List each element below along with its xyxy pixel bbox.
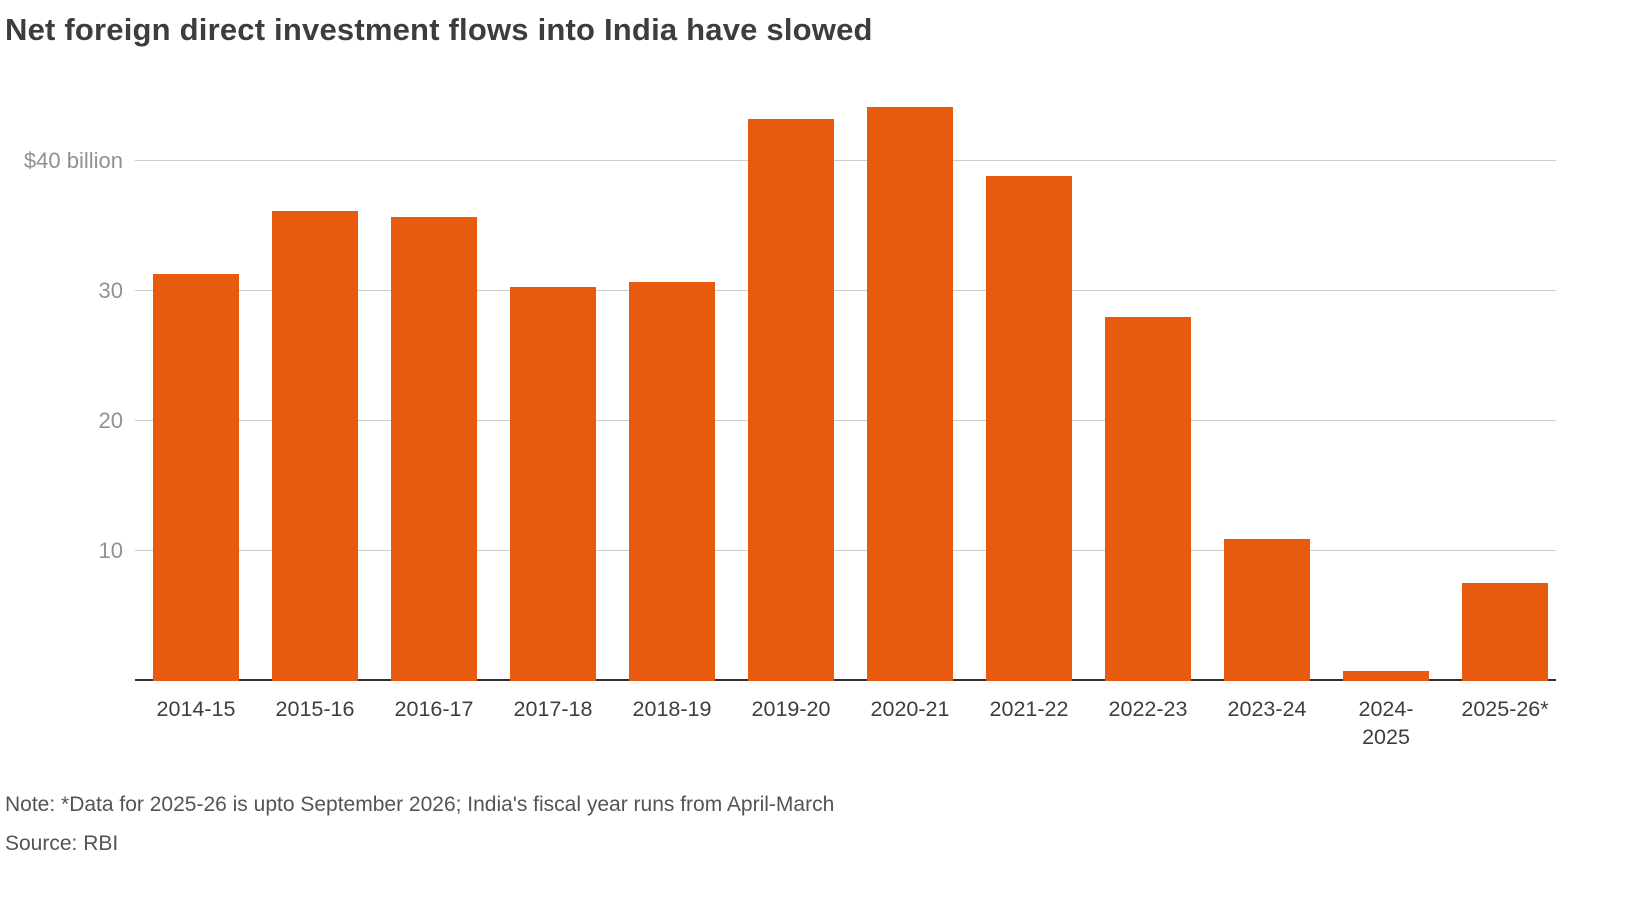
- bar-group: 2014-15: [153, 76, 239, 721]
- x-axis-label: 2020-21: [870, 697, 950, 721]
- footnote: Note: *Data for 2025-26 is upto Septembe…: [5, 793, 835, 816]
- bar: [1343, 670, 1429, 681]
- bar-group: 2022-23: [1105, 76, 1191, 721]
- bar: [986, 176, 1072, 681]
- y-axis-tick-label: 10: [98, 537, 123, 563]
- x-axis-label: 2022-23: [1108, 697, 1188, 721]
- bar: [272, 211, 358, 681]
- gridline: [135, 289, 1556, 291]
- bar-group: 2019-20: [748, 76, 834, 721]
- x-axis-label: 2024- 2025: [1358, 697, 1414, 749]
- bar: [867, 107, 953, 681]
- bar: [1462, 583, 1548, 681]
- bar: [1105, 316, 1191, 681]
- plot-area: 10 20 30 $40 billion 2014-15 2015-16 2016-17 20…: [5, 76, 1556, 749]
- bar: [391, 216, 477, 681]
- bar-group: 2024- 2025: [1343, 76, 1429, 749]
- y-axis-tick-label: 20: [98, 407, 123, 433]
- gridline: [135, 419, 1556, 421]
- bar-group: 2021-22: [986, 76, 1072, 721]
- x-axis-line: [135, 679, 1556, 681]
- x-axis-label: 2017-18: [513, 697, 593, 721]
- bar-group: 2023-24: [1224, 76, 1310, 721]
- bar-group: 2016-17: [391, 76, 477, 721]
- bar: [510, 286, 596, 681]
- bar: [629, 281, 715, 681]
- bar-group: 2015-16: [272, 76, 358, 721]
- bar-group: 2020-21: [867, 76, 953, 721]
- bars-container: 2014-15 2015-16 2016-17 2017-18 2018-19 2019-…: [153, 76, 1549, 749]
- x-axis-label: 2015-16: [275, 697, 355, 721]
- bar: [748, 118, 834, 681]
- x-axis-label: 2019-20: [751, 697, 831, 721]
- gridline: [135, 159, 1556, 161]
- gridline: [135, 549, 1556, 551]
- y-axis-tick-label: $40 billion: [23, 147, 123, 173]
- bar-group: 2017-18: [510, 76, 596, 721]
- bar: [153, 273, 239, 681]
- x-axis-label: 2021-22: [989, 697, 1069, 721]
- bar-group: 2018-19: [629, 76, 715, 721]
- x-axis-label: 2023-24: [1227, 697, 1307, 721]
- bar-group: 2025-26*: [1461, 76, 1549, 721]
- x-axis-label: 2014-15: [156, 697, 236, 721]
- x-axis-label: 2016-17: [394, 697, 474, 721]
- source-text: Source: RBI: [5, 832, 119, 855]
- x-axis-label: 2025-26*: [1461, 697, 1549, 721]
- x-axis-label: 2018-19: [632, 697, 712, 721]
- y-axis-tick-label: 30: [98, 277, 123, 303]
- bar: [1224, 539, 1310, 681]
- chart-title: Net foreign direct investment flows into…: [5, 12, 873, 47]
